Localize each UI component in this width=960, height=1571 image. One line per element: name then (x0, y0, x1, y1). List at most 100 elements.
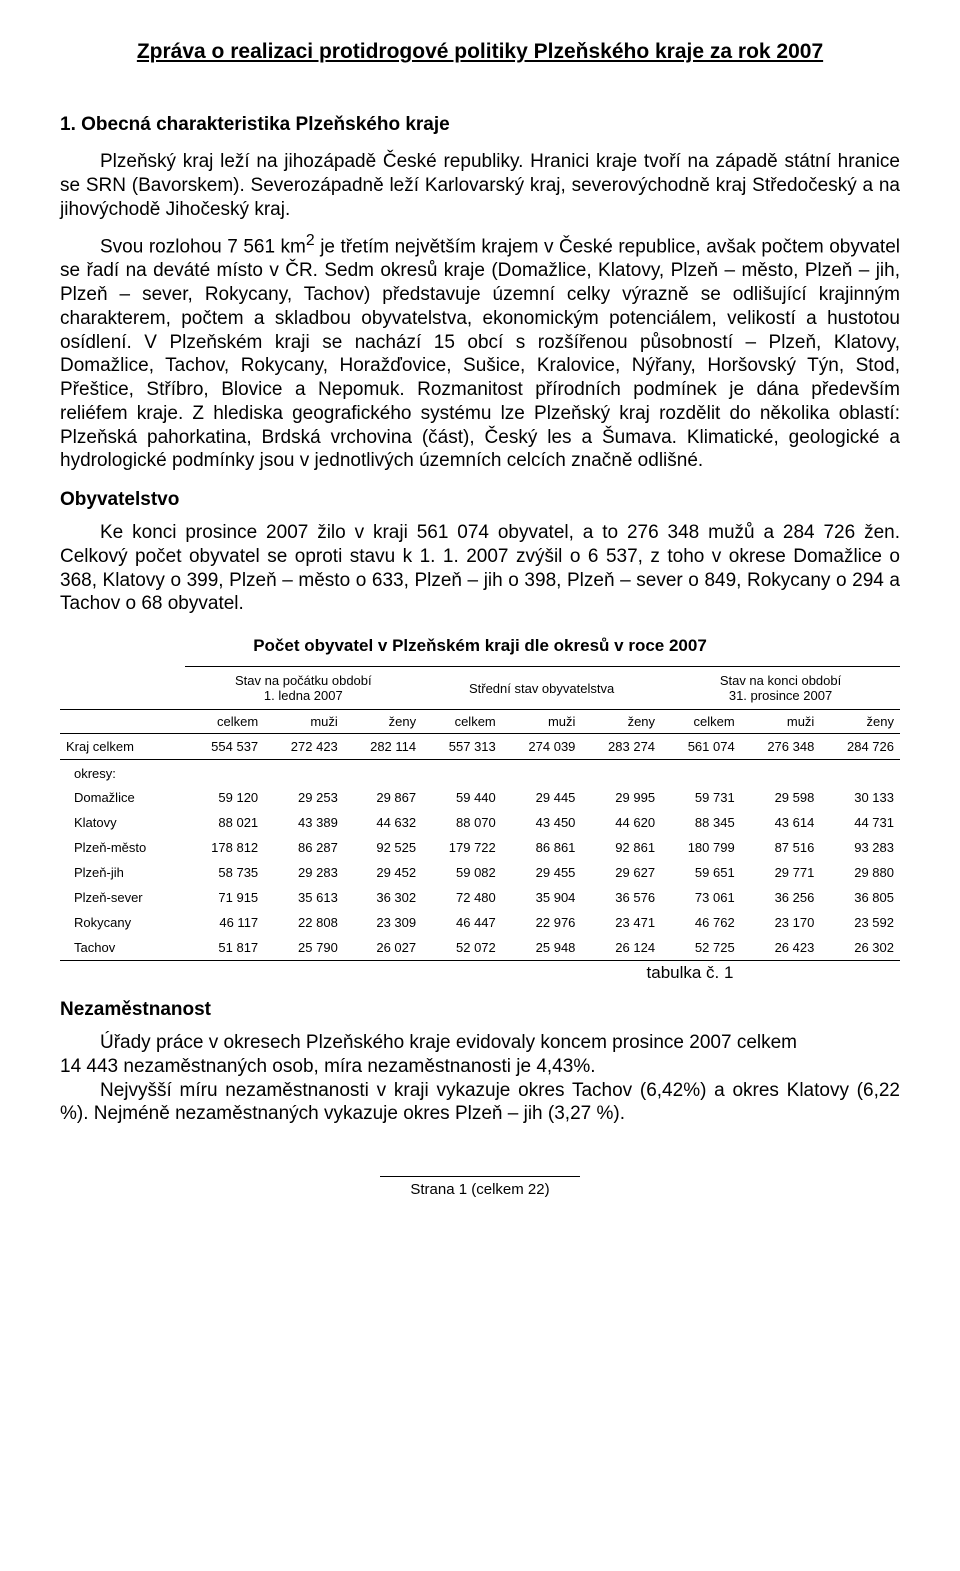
cell: 36 302 (344, 885, 422, 910)
table-caption: tabulka č. 1 (60, 963, 900, 983)
cell: 29 771 (741, 860, 821, 885)
table-row: Plzeň-sever71 91535 61336 30272 48035 90… (60, 885, 900, 910)
cell: 29 598 (741, 785, 821, 810)
nezamestnanost-p2: 14 443 nezaměstnaných osob, míra nezaměs… (60, 1055, 900, 1079)
cell: 43 614 (741, 810, 821, 835)
cell: 25 790 (264, 935, 344, 961)
cell: 282 114 (344, 734, 422, 760)
table-kraj-row: Kraj celkem 554 537 272 423 282 114 557 … (60, 734, 900, 760)
table-row: Plzeň-město178 81286 28792 525179 72286 … (60, 835, 900, 860)
cell: 71 915 (185, 885, 265, 910)
cell: 93 283 (820, 835, 900, 860)
cell: 25 948 (502, 935, 582, 961)
cell: 35 904 (502, 885, 582, 910)
cell: 29 627 (581, 860, 661, 885)
row-label: Plzeň-jih (60, 860, 185, 885)
section-1-heading: 1. Obecná charakteristika Plzeňského kra… (60, 114, 900, 136)
section-1-p1: Plzeňský kraj leží na jihozápadě České r… (60, 150, 900, 221)
cell: 86 861 (502, 835, 582, 860)
cell: 26 423 (741, 935, 821, 961)
okresy-label: okresy: (60, 760, 185, 786)
cell: 86 287 (264, 835, 344, 860)
cell: 26 124 (581, 935, 661, 961)
row-label: Plzeň-sever (60, 885, 185, 910)
group-header-3b: 31. prosince 2007 (729, 688, 832, 703)
group-header-3a: Stav na konci období (720, 673, 841, 688)
p2-part-b: je třetím největším krajem v České repub… (60, 237, 900, 472)
nezamestnanost-p3: Nejvyšší míru nezaměstnanosti v kraji vy… (60, 1079, 900, 1127)
cell: 46 447 (422, 910, 502, 935)
group-header-1a: Stav na počátku období (235, 673, 372, 688)
document-title: Zpráva o realizaci protidrogové politiky… (60, 40, 900, 64)
cell: 283 274 (581, 734, 661, 760)
table-row: Tachov51 81725 79026 02752 07225 94826 1… (60, 935, 900, 961)
col-header: celkem (422, 710, 502, 734)
section-1-p2: Svou rozlohou 7 561 km2 je třetím největ… (60, 231, 900, 473)
cell: 22 808 (264, 910, 344, 935)
table-row: Klatovy88 02143 38944 63288 07043 45044 … (60, 810, 900, 835)
cell: 22 976 (502, 910, 582, 935)
row-label: Domažlice (60, 785, 185, 810)
cell: 59 651 (661, 860, 741, 885)
table-col-header-row: celkem muži ženy celkem muži ženy celkem… (60, 710, 900, 734)
col-header: ženy (344, 710, 422, 734)
col-header: muži (502, 710, 582, 734)
row-label: Rokycany (60, 910, 185, 935)
cell: 36 256 (741, 885, 821, 910)
cell: 276 348 (741, 734, 821, 760)
cell: 87 516 (741, 835, 821, 860)
cell: 72 480 (422, 885, 502, 910)
cell: 73 061 (661, 885, 741, 910)
page-footer: Strana 1 (celkem 22) (380, 1176, 580, 1198)
cell: 29 283 (264, 860, 344, 885)
cell: 35 613 (264, 885, 344, 910)
cell: 59 082 (422, 860, 502, 885)
cell: 92 861 (581, 835, 661, 860)
cell: 44 620 (581, 810, 661, 835)
superscript-2: 2 (306, 232, 315, 249)
row-label: Klatovy (60, 810, 185, 835)
cell: 23 471 (581, 910, 661, 935)
group-header-1b: 1. ledna 2007 (264, 688, 343, 703)
cell: 29 995 (581, 785, 661, 810)
group-header-2: Střední stav obyvatelstva (422, 667, 661, 710)
cell: 46 762 (661, 910, 741, 935)
cell: 43 450 (502, 810, 582, 835)
cell: 29 445 (502, 785, 582, 810)
table-group-header-row: Stav na počátku období 1. ledna 2007 Stř… (60, 667, 900, 710)
group-header-3: Stav na konci období 31. prosince 2007 (661, 667, 900, 710)
cell: 52 725 (661, 935, 741, 961)
table-row: Plzeň-jih58 73529 28329 45259 08229 4552… (60, 860, 900, 885)
cell: 58 735 (185, 860, 265, 885)
group-header-1: Stav na počátku období 1. ledna 2007 (185, 667, 423, 710)
cell: 59 120 (185, 785, 265, 810)
cell: 561 074 (661, 734, 741, 760)
cell: 88 021 (185, 810, 265, 835)
kraj-label: Kraj celkem (60, 734, 185, 760)
cell: 36 805 (820, 885, 900, 910)
cell: 44 632 (344, 810, 422, 835)
obyvatelstvo-p1: Ke konci prosince 2007 žilo v kraji 561 … (60, 521, 900, 616)
table-title: Počet obyvatel v Plzeňském kraji dle okr… (60, 636, 900, 656)
cell: 59 731 (661, 785, 741, 810)
cell: 26 302 (820, 935, 900, 961)
row-label: Plzeň-město (60, 835, 185, 860)
cell: 26 027 (344, 935, 422, 961)
cell: 29 867 (344, 785, 422, 810)
population-table: Stav na počátku období 1. ledna 2007 Stř… (60, 666, 900, 961)
cell: 272 423 (264, 734, 344, 760)
cell: 44 731 (820, 810, 900, 835)
cell: 23 170 (741, 910, 821, 935)
cell: 23 592 (820, 910, 900, 935)
cell: 180 799 (661, 835, 741, 860)
cell: 52 072 (422, 935, 502, 961)
cell: 554 537 (185, 734, 265, 760)
cell: 29 880 (820, 860, 900, 885)
nezamestnanost-p1: Úřady práce v okresech Plzeňského kraje … (60, 1031, 900, 1055)
cell: 23 309 (344, 910, 422, 935)
cell: 274 039 (502, 734, 582, 760)
cell: 88 345 (661, 810, 741, 835)
col-header: muži (741, 710, 821, 734)
cell: 51 817 (185, 935, 265, 961)
cell: 88 070 (422, 810, 502, 835)
